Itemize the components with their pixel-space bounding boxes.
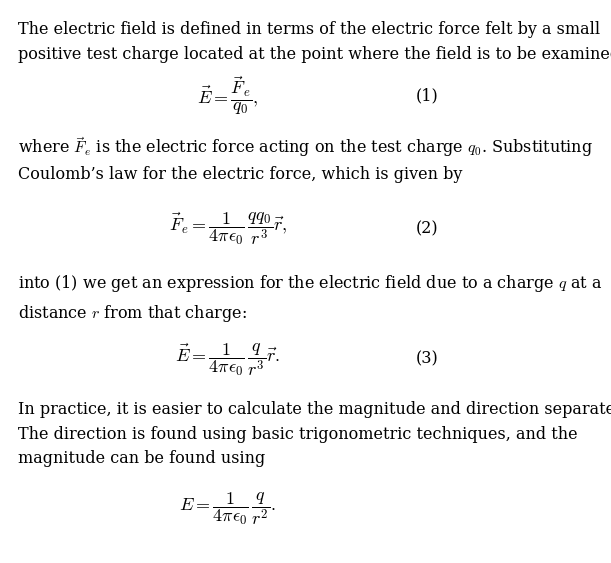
Text: $E = \dfrac{1}{4\pi\epsilon_0}\,\dfrac{q}{r^2}.$: $E = \dfrac{1}{4\pi\epsilon_0}\,\dfrac{q… [180, 490, 277, 528]
Text: $\vec{E} = \dfrac{1}{4\pi\epsilon_0}\,\dfrac{q}{r^3}\vec{r}.$: $\vec{E} = \dfrac{1}{4\pi\epsilon_0}\,\d… [175, 341, 280, 378]
Text: into (1) we get an expression for the electric field due to a charge $q$ at a
di: into (1) we get an expression for the el… [18, 273, 602, 324]
Text: (2): (2) [415, 220, 438, 238]
Text: (3): (3) [415, 351, 438, 368]
Text: (1): (1) [415, 87, 438, 104]
Text: where $\vec{F}_e$ is the electric force acting on the test charge $q_0$. Substit: where $\vec{F}_e$ is the electric force … [18, 135, 593, 184]
Text: $\vec{F}_e = \dfrac{1}{4\pi\epsilon_0}\,\dfrac{qq_0}{r^3}\vec{r},$: $\vec{F}_e = \dfrac{1}{4\pi\epsilon_0}\,… [169, 211, 287, 247]
Text: The electric field is defined in terms of the electric force felt by a small
pos: The electric field is defined in terms o… [18, 21, 611, 62]
Text: $\vec{E} = \dfrac{\vec{F}_e}{q_0},$: $\vec{E} = \dfrac{\vec{F}_e}{q_0},$ [197, 74, 258, 117]
Text: In practice, it is easier to calculate the magnitude and direction separately.
T: In practice, it is easier to calculate t… [18, 401, 611, 467]
